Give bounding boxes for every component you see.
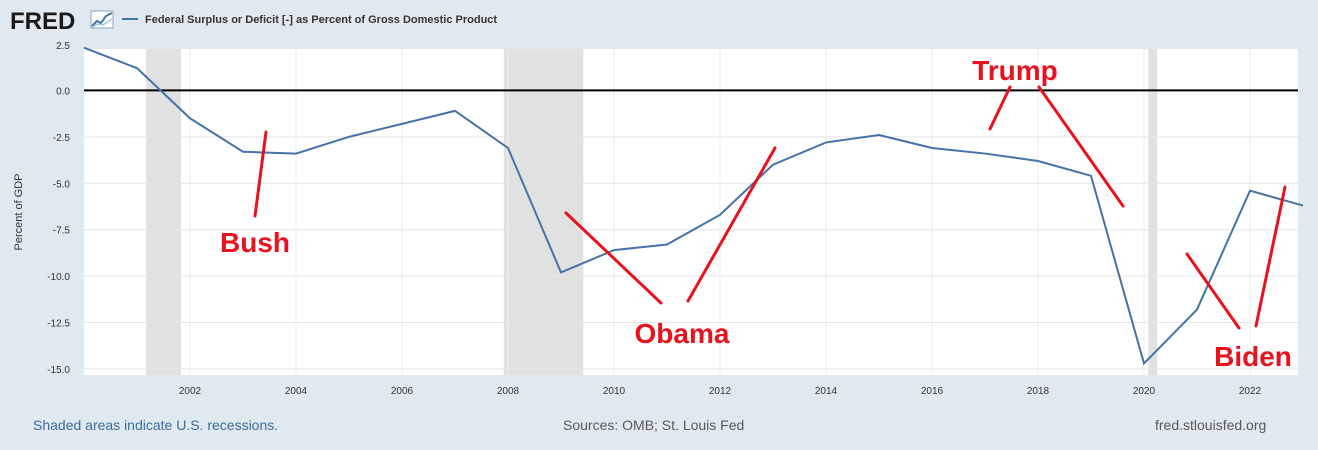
annotation-stroke: [1254, 185, 1287, 328]
data-point[interactable]: [239, 148, 247, 156]
recession-note-link[interactable]: Shaded areas indicate U.S. recessions.: [33, 417, 279, 433]
y-tick-label: -12.5: [47, 319, 70, 330]
annotation-stroke: [1185, 252, 1241, 330]
recession-band-0: [146, 49, 181, 375]
x-tick-label: 2016: [921, 386, 944, 397]
annotation-label: Bush: [220, 227, 290, 258]
fred-logo-graph-icon: [90, 10, 114, 29]
data-point[interactable]: [292, 150, 300, 158]
x-tick-label: 2006: [391, 386, 414, 397]
data-point[interactable]: [186, 114, 194, 122]
annotation-label: Biden: [1214, 341, 1292, 372]
x-axis-tick-labels: 2002 2004 2006 2008 2010 2012 2014 2016 2018 2020…: [179, 386, 1262, 397]
fred-logo[interactable]: FRED: [10, 8, 114, 35]
x-tick-label: 2008: [497, 386, 520, 397]
fred-logo-text: FRED: [10, 8, 75, 35]
x-tick-label: 2010: [603, 386, 626, 397]
data-point[interactable]: [133, 64, 141, 72]
annotation-label: Obama: [635, 318, 730, 349]
x-tick-label: 2012: [709, 386, 732, 397]
annotation-stroke: [253, 130, 268, 218]
x-tick-label: 2004: [285, 386, 308, 397]
data-point[interactable]: [557, 268, 565, 276]
x-tick-label: 2018: [1027, 386, 1050, 397]
data-point[interactable]: [769, 161, 777, 169]
data-point[interactable]: [504, 144, 512, 152]
series-line: [83, 46, 1304, 366]
data-point[interactable]: [981, 150, 989, 158]
sources-text: Sources: OMB; St. Louis Fed: [563, 417, 745, 433]
x-tick-label: 2020: [1133, 386, 1156, 397]
data-point[interactable]: [663, 241, 671, 249]
y-axis-label: Percent of GDP: [13, 173, 25, 250]
data-point[interactable]: [1034, 157, 1042, 165]
y-tick-label: 0.0: [56, 86, 70, 97]
data-point[interactable]: [1246, 187, 1254, 195]
annotation-stroke: [564, 211, 663, 305]
x-tick-label: 2002: [179, 386, 202, 397]
gridlines: [84, 49, 1298, 375]
y-tick-label: -5.0: [53, 179, 71, 190]
x-tick-label: 2022: [1239, 386, 1262, 397]
data-point[interactable]: [451, 107, 459, 115]
annotation-label: Trump: [972, 55, 1058, 86]
data-point[interactable]: [80, 44, 88, 52]
annotation-stroke: [1037, 85, 1125, 208]
data-point[interactable]: [875, 131, 883, 139]
data-point[interactable]: [822, 138, 830, 146]
data-point[interactable]: [1193, 306, 1201, 314]
y-tick-label: 2.5: [56, 41, 70, 52]
legend-label: Federal Surplus or Deficit [-] as Percen…: [145, 14, 497, 26]
recession-shading: [146, 49, 1158, 375]
data-point[interactable]: [1140, 359, 1148, 367]
y-axis-tick-labels: 2.5 0.0 -2.5 -5.0 -7.5 -10.0 -12.5 -15.0: [47, 41, 70, 376]
y-tick-label: -10.0: [47, 272, 70, 283]
x-tick-label: 2014: [815, 386, 838, 397]
annotation-stroke: [686, 146, 777, 303]
data-point[interactable]: [398, 120, 406, 128]
y-tick-label: -15.0: [47, 365, 70, 376]
data-point[interactable]: [1087, 172, 1095, 180]
data-point[interactable]: [928, 144, 936, 152]
plot-area: [84, 49, 1298, 375]
legend: Federal Surplus or Deficit [-] as Percen…: [122, 14, 497, 26]
site-url[interactable]: fred.stlouisfed.org: [1155, 417, 1267, 433]
recession-band-2: [1148, 49, 1158, 375]
data-point[interactable]: [716, 211, 724, 219]
y-tick-label: -2.5: [53, 133, 71, 144]
data-point[interactable]: [1299, 202, 1307, 210]
data-point[interactable]: [610, 246, 618, 254]
annotations: Bush Obama Trump Biden: [220, 55, 1292, 372]
y-tick-label: -7.5: [53, 226, 71, 237]
data-point[interactable]: [345, 133, 353, 141]
annotation-stroke: [988, 85, 1012, 131]
recession-band-1: [503, 49, 584, 375]
